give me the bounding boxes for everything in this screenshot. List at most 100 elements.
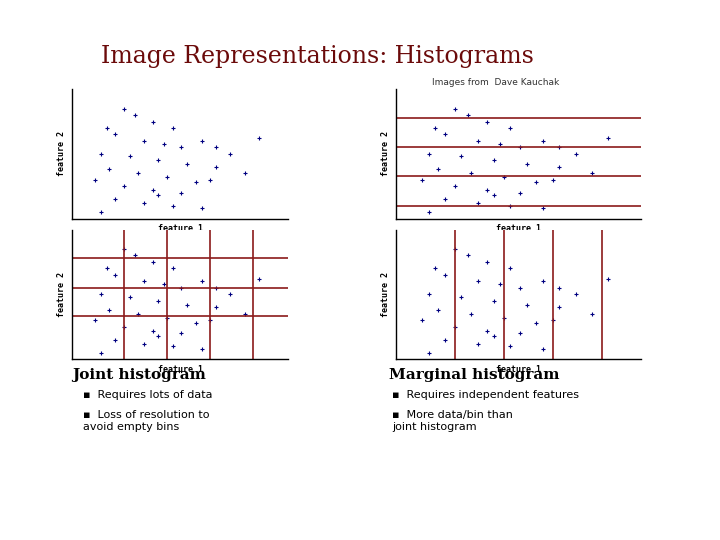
Point [423, 150, 434, 158]
Point [465, 309, 477, 318]
Point [181, 160, 193, 168]
Point [423, 208, 434, 217]
Point [104, 306, 115, 314]
Point [138, 199, 150, 207]
Point [472, 199, 483, 207]
Point [109, 335, 121, 344]
Point [495, 280, 506, 288]
Point [570, 150, 581, 158]
Point [570, 290, 581, 299]
Point [147, 186, 158, 194]
Point [537, 345, 549, 353]
Point [167, 201, 179, 210]
Point [95, 208, 107, 217]
Point [498, 173, 510, 181]
Text: ▪  Requires independent features: ▪ Requires independent features [392, 390, 580, 400]
Point [138, 137, 150, 145]
Point [482, 117, 493, 126]
Point [210, 163, 222, 171]
Point [433, 165, 444, 174]
X-axis label: feature 1: feature 1 [496, 364, 541, 374]
Point [521, 300, 532, 309]
Y-axis label: feature 2: feature 2 [58, 272, 66, 317]
Point [176, 188, 187, 197]
Point [488, 332, 500, 340]
Point [462, 111, 474, 119]
Point [449, 322, 461, 331]
Point [225, 150, 236, 158]
Point [514, 329, 526, 338]
Text: Joint histogram: Joint histogram [72, 368, 206, 382]
Point [181, 300, 193, 309]
Point [147, 258, 158, 266]
Point [449, 182, 461, 191]
Y-axis label: feature 2: feature 2 [382, 272, 390, 317]
Point [161, 313, 173, 322]
Point [456, 293, 467, 301]
Point [488, 156, 500, 165]
Point [465, 169, 477, 178]
Point [416, 176, 428, 184]
Point [95, 348, 107, 357]
Point [153, 296, 164, 305]
Point [153, 156, 164, 165]
Point [196, 204, 207, 213]
Point [153, 332, 164, 340]
Point [176, 329, 187, 338]
Point [118, 245, 130, 253]
Point [514, 284, 526, 292]
Point [196, 345, 207, 353]
Point [132, 169, 144, 178]
Text: LBMV Spring 2007 - Frederik Heger: LBMV Spring 2007 - Frederik Heger [199, 521, 348, 530]
Point [147, 117, 158, 126]
Y-axis label: feature 2: feature 2 [382, 131, 390, 177]
Text: ▪  More data/bin than
joint histogram: ▪ More data/bin than joint histogram [392, 410, 513, 432]
Point [505, 264, 516, 273]
Point [531, 178, 542, 187]
X-axis label: feature 1: feature 1 [158, 224, 202, 233]
Point [449, 245, 461, 253]
Point [104, 165, 115, 174]
Point [439, 335, 451, 344]
Point [498, 313, 510, 322]
Point [124, 152, 135, 161]
Point [423, 290, 434, 299]
Text: 5: 5 [20, 521, 27, 530]
Point [95, 290, 107, 299]
Point [239, 309, 251, 318]
Point [429, 124, 441, 132]
Point [239, 169, 251, 178]
Point [167, 264, 179, 273]
Point [505, 124, 516, 132]
Point [488, 296, 500, 305]
Point [521, 160, 532, 168]
Point [514, 143, 526, 152]
Point [547, 176, 559, 184]
Point [132, 309, 144, 318]
Point [439, 130, 451, 139]
Point [433, 306, 444, 314]
Text: fvh@cs.cmu.edu: fvh@cs.cmu.edu [642, 521, 712, 530]
Point [95, 150, 107, 158]
Point [176, 143, 187, 152]
Point [204, 176, 216, 184]
Point [416, 316, 428, 325]
Point [495, 139, 506, 148]
Point [118, 104, 130, 113]
Point [482, 186, 493, 194]
Point [586, 309, 598, 318]
Point [147, 326, 158, 335]
Point [89, 176, 101, 184]
Point [423, 348, 434, 357]
Text: Images from  Dave Kauchak: Images from Dave Kauchak [432, 78, 559, 87]
Point [472, 277, 483, 286]
Point [176, 284, 187, 292]
Point [505, 342, 516, 350]
Point [138, 277, 150, 286]
Point [439, 271, 451, 279]
Point [161, 173, 173, 181]
Point [488, 191, 500, 200]
Point [210, 284, 222, 292]
Point [603, 274, 614, 283]
Point [554, 284, 565, 292]
